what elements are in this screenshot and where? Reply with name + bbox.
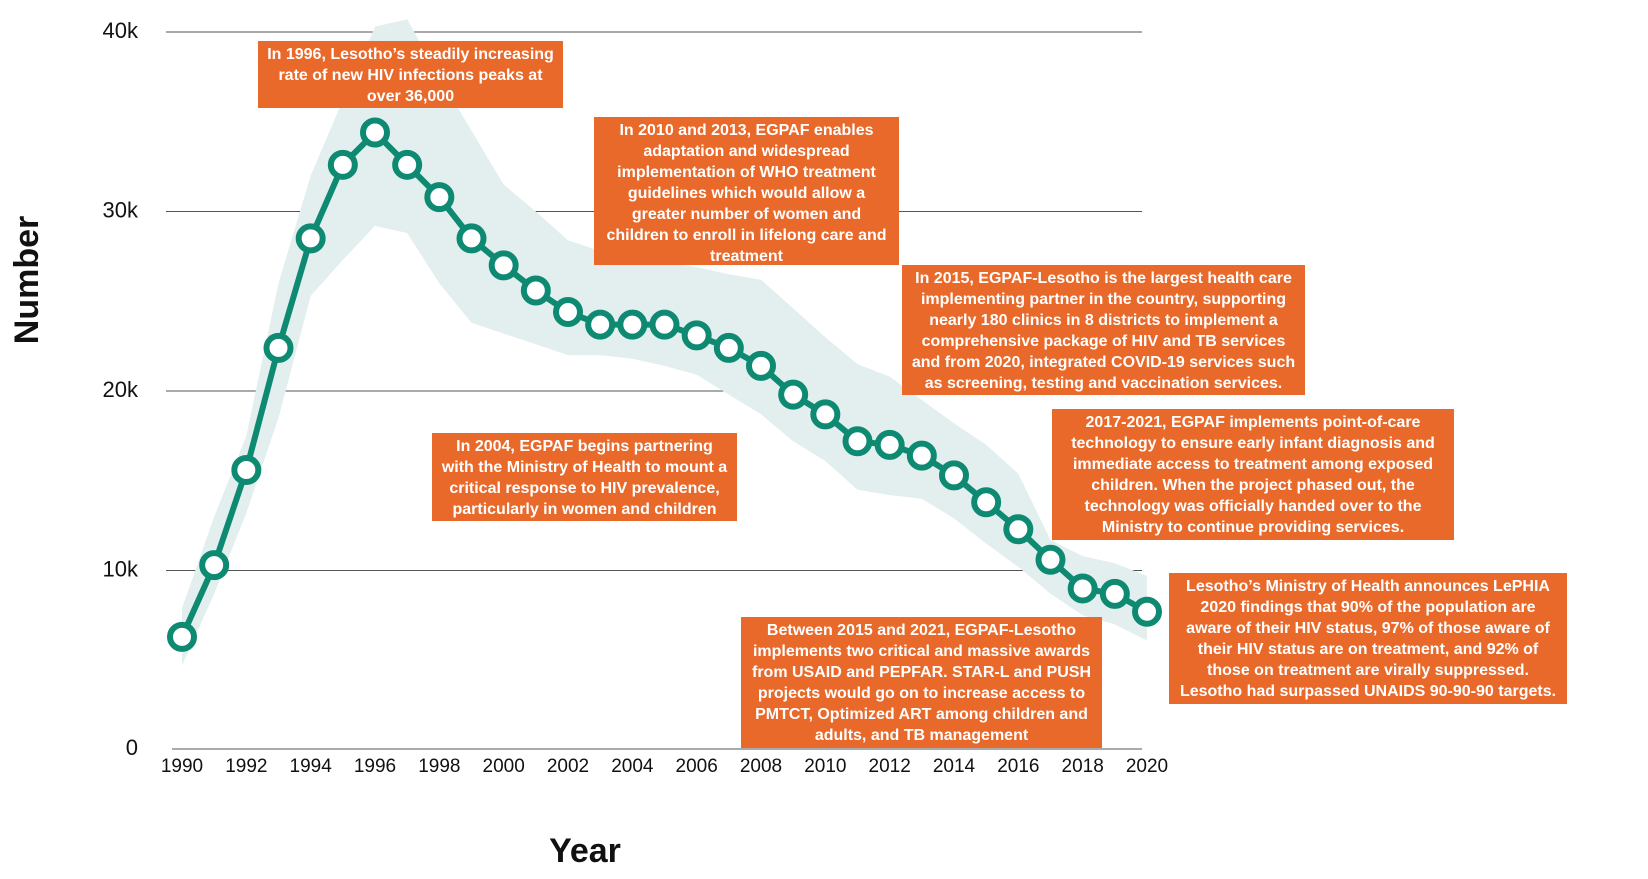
y-tick-10k: 10k: [103, 556, 139, 581]
y-tick-20k: 20k: [103, 377, 139, 402]
y-axis-title: Number: [8, 216, 46, 344]
y-tick-30k: 30k: [103, 197, 139, 222]
x-tick-1994: 1994: [290, 756, 333, 777]
x-tick-labels: 1990 1992 1994 1996 1998 2000 2002 2004 2006 2008…: [161, 756, 1168, 777]
data-point-2000: [488, 250, 519, 281]
data-point-2006: [681, 320, 712, 351]
x-tick-1990: 1990: [161, 756, 203, 777]
data-point-2003: [585, 309, 616, 340]
x-axis-title: Year: [549, 832, 621, 870]
x-tick-2008: 2008: [740, 756, 782, 777]
data-point-1994: [295, 223, 326, 254]
y-tick-40k: 40k: [103, 18, 139, 43]
data-point-1993: [263, 332, 294, 363]
data-point-2015: [971, 487, 1002, 518]
data-point-2019: [1099, 578, 1130, 609]
data-point-2018: [1067, 573, 1098, 604]
x-tick-2000: 2000: [483, 756, 525, 777]
x-tick-1992: 1992: [225, 756, 267, 777]
data-point-2010: [810, 399, 841, 430]
x-tick-2010: 2010: [804, 756, 846, 777]
data-point-2013: [906, 440, 937, 471]
data-point-1997: [392, 149, 423, 180]
data-point-2008: [746, 350, 776, 381]
annotation-lephia-2020: Lesotho’s Ministry of Health announces L…: [1169, 573, 1567, 704]
annotation-2004-partnership: In 2004, EGPAF begins partnering with th…: [432, 433, 737, 521]
annotation-2015-2021-awards: Between 2015 and 2021, EGPAF-Lesotho imp…: [741, 617, 1102, 748]
y-tick-labels: 0 10k 20k 30k 40k: [103, 18, 139, 760]
data-point-2011: [842, 426, 873, 457]
data-point-1995: [327, 149, 358, 180]
data-point-2007: [713, 332, 744, 363]
data-point-2002: [553, 297, 583, 328]
data-point-1999: [456, 223, 487, 254]
x-tick-2014: 2014: [933, 756, 976, 777]
data-point-2016: [1003, 514, 1034, 545]
data-point-1990: [167, 621, 197, 652]
data-point-1998: [424, 182, 455, 213]
y-tick-0: 0: [126, 735, 138, 760]
x-tick-1996: 1996: [354, 756, 396, 777]
data-point-2014: [939, 460, 969, 491]
data-point-2017: [1035, 544, 1066, 575]
x-tick-2004: 2004: [611, 756, 654, 777]
x-tick-1998: 1998: [418, 756, 460, 777]
data-point-1991: [199, 550, 230, 581]
data-point-1992: [231, 454, 262, 485]
data-point-2004: [617, 309, 648, 340]
x-tick-2012: 2012: [869, 756, 911, 777]
x-tick-2016: 2016: [997, 756, 1039, 777]
x-tick-2020: 2020: [1126, 756, 1168, 777]
data-point-2020: [1132, 596, 1162, 627]
data-points: [167, 117, 1162, 652]
x-tick-2018: 2018: [1062, 756, 1104, 777]
data-point-1996: [360, 117, 390, 148]
annotation-2017-2021-point-of-care: 2017-2021, EGPAF implements point-of-car…: [1052, 409, 1454, 540]
data-point-2001: [520, 275, 551, 306]
data-point-2009: [778, 379, 809, 410]
x-tick-2006: 2006: [676, 756, 718, 777]
data-point-2012: [874, 429, 905, 460]
annotation-1996-peak: In 1996, Lesotho’s steadily increasing r…: [258, 41, 563, 108]
annotation-2015-largest-partner: In 2015, EGPAF-Lesotho is the largest he…: [902, 265, 1305, 395]
x-tick-2002: 2002: [547, 756, 589, 777]
data-point-2005: [649, 309, 680, 340]
annotation-2010-2013-who-guidelines: In 2010 and 2013, EGPAF enables adaptati…: [594, 117, 899, 265]
